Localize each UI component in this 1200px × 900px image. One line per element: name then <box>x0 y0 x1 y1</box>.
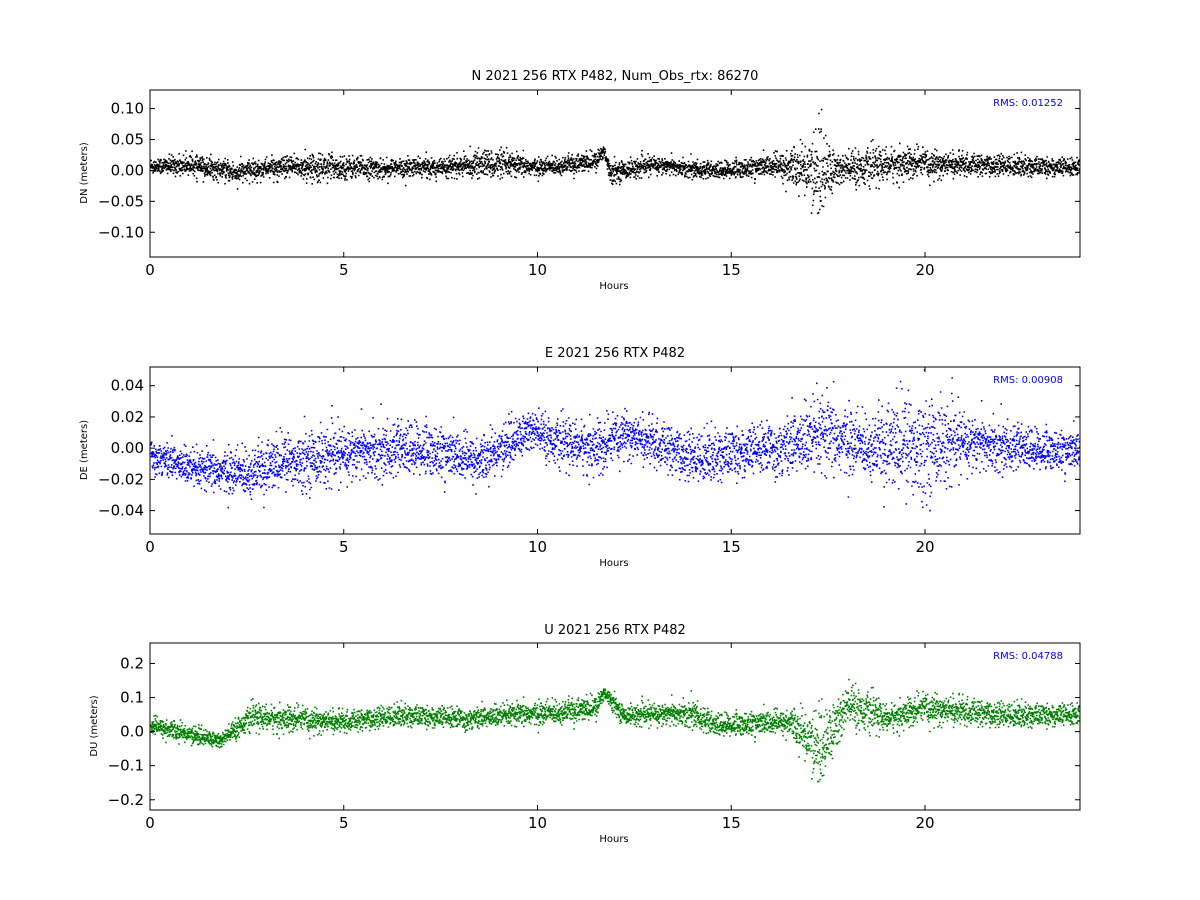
east-rms-label: RMS: 0.00908 <box>993 375 1063 386</box>
up-ticks: 0 5 10 15 20 0.2 0.1 0.0 −0.1 −0.2 <box>108 643 1080 832</box>
north-xtick-label: 20 <box>915 261 934 279</box>
up-data-points <box>150 678 1080 783</box>
east-x-axis-label: Hours <box>599 558 628 569</box>
north-xtick-label: 0 <box>145 261 155 279</box>
up-panel-title: U 2021 256 RTX P482 <box>544 623 686 638</box>
up-ytick-label: 0.2 <box>120 654 144 672</box>
east-ytick-label: 0.04 <box>111 377 144 395</box>
up-scatter-points <box>150 678 1080 783</box>
north-rms-label: RMS: 0.01252 <box>993 98 1063 109</box>
north-ytick-label: 0.10 <box>111 100 144 118</box>
up-plot-frame <box>149 642 1081 811</box>
up-y-axis-label: DU (meters) <box>89 695 100 756</box>
up-ytick-label: −0.2 <box>108 791 144 809</box>
north-x-axis-label: Hours <box>599 281 628 292</box>
up-ytick-label: −0.1 <box>108 757 144 775</box>
east-ytick-label: 0.02 <box>111 408 144 426</box>
north-xtick-label: 5 <box>339 261 349 279</box>
up-ytick-label: 0.0 <box>120 723 144 741</box>
east-panel: E 2021 256 RTX P482 0 5 10 15 20 0.04 0.02 0.00… <box>79 346 1081 569</box>
east-scatter-points <box>150 369 1080 512</box>
north-ticks: 0 5 10 15 20 0.10 0.05 0.00 −0.05 −0.10 <box>98 90 1080 279</box>
east-data-points <box>150 369 1080 512</box>
east-xtick-label: 20 <box>915 538 934 556</box>
up-x-axis-label: Hours <box>599 834 628 845</box>
north-xtick-label: 10 <box>528 261 547 279</box>
east-ytick-label: −0.04 <box>98 502 144 520</box>
up-panel: U 2021 256 RTX P482 0 5 10 15 20 0.2 0.1 0.0 −0.… <box>89 623 1081 845</box>
east-xtick-label: 15 <box>722 538 741 556</box>
north-y-axis-label: DN (meters) <box>79 142 90 204</box>
north-plot-frame <box>149 89 1081 258</box>
north-ytick-label: −0.10 <box>98 223 144 241</box>
east-ticks: 0 5 10 15 20 0.04 0.02 0.00 −0.02 −0.04 <box>98 367 1080 556</box>
north-ytick-label: 0.00 <box>111 161 144 179</box>
east-y-axis-label: DE (meters) <box>79 420 90 480</box>
east-panel-title: E 2021 256 RTX P482 <box>545 346 685 361</box>
east-xtick-label: 10 <box>528 538 547 556</box>
east-plot-frame <box>149 366 1081 535</box>
north-ytick-label: 0.05 <box>111 130 144 148</box>
up-xtick-label: 15 <box>722 814 741 832</box>
up-ytick-label: 0.1 <box>120 689 144 707</box>
east-xtick-label: 0 <box>145 538 155 556</box>
north-panel: N 2021 256 RTX P482, Num_Obs_rtx: 86270 … <box>79 69 1081 292</box>
east-ytick-label: 0.00 <box>111 439 144 457</box>
up-rms-label: RMS: 0.04788 <box>993 651 1063 662</box>
up-xtick-label: 20 <box>915 814 934 832</box>
north-ytick-label: −0.05 <box>98 192 144 210</box>
east-ytick-label: −0.02 <box>98 470 144 488</box>
up-xtick-label: 0 <box>145 814 155 832</box>
north-xtick-label: 15 <box>722 261 741 279</box>
north-panel-title: N 2021 256 RTX P482, Num_Obs_rtx: 86270 <box>472 69 759 84</box>
up-xtick-label: 5 <box>339 814 349 832</box>
east-xtick-label: 5 <box>339 538 349 556</box>
up-xtick-label: 10 <box>528 814 547 832</box>
